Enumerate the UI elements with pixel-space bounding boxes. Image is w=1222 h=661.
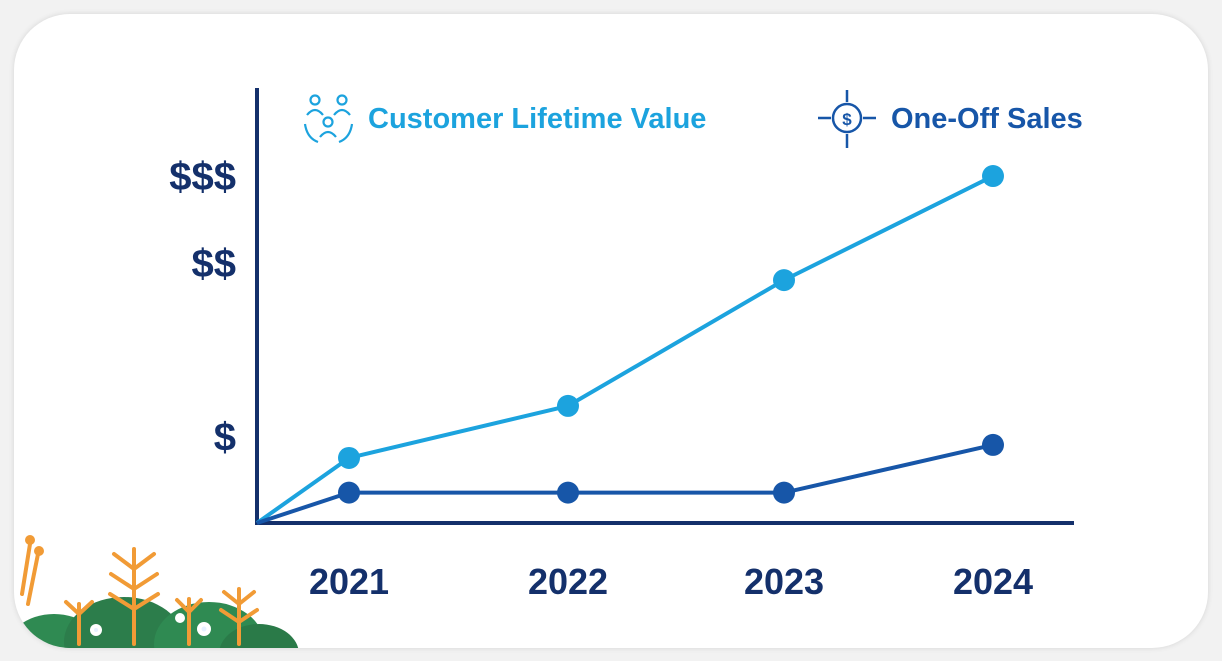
data-point-clv-2024 <box>982 165 1004 188</box>
legend-label-clv: Customer Lifetime Value <box>368 103 706 135</box>
data-point-clv-2021 <box>338 446 360 469</box>
customers-icon <box>303 94 354 144</box>
chart-card: $ $$ $$$ 2021 2022 2023 2024 Customer Lifetim… <box>14 14 1208 648</box>
legend: Customer Lifetime Value $ One-Off Sales <box>303 90 1083 148</box>
data-point-clv-2022 <box>557 394 579 417</box>
dollar-target-icon <box>818 90 876 148</box>
y-tick-label: $ <box>214 415 236 459</box>
legend-item-clv: Customer Lifetime Value <box>303 94 706 144</box>
x-tick-label: 2023 <box>744 561 824 602</box>
foliage-decoration <box>14 535 299 648</box>
data-point-oneoff-2023 <box>773 481 795 504</box>
data-point-clv-2023 <box>773 269 795 292</box>
x-tick-label: 2022 <box>528 561 608 602</box>
dollar-glyph: $ <box>842 110 852 129</box>
x-tick-label: 2021 <box>309 561 389 602</box>
x-tick-label: 2024 <box>953 561 1033 602</box>
series-line-oneoff <box>256 442 994 525</box>
data-point-oneoff-2021 <box>338 481 360 504</box>
y-tick-label: $$$ <box>169 155 236 199</box>
data-point-oneoff-2022 <box>557 481 579 504</box>
legend-item-oneoff: $ One-Off Sales <box>818 90 1083 148</box>
legend-label-oneoff: One-Off Sales <box>891 103 1083 135</box>
data-point-oneoff-2024 <box>982 433 1004 456</box>
y-tick-label: $$ <box>192 242 237 286</box>
line-chart: $$$$$$ 2021 2022 2023 2024 Customer Lifetim… <box>14 88 1083 648</box>
